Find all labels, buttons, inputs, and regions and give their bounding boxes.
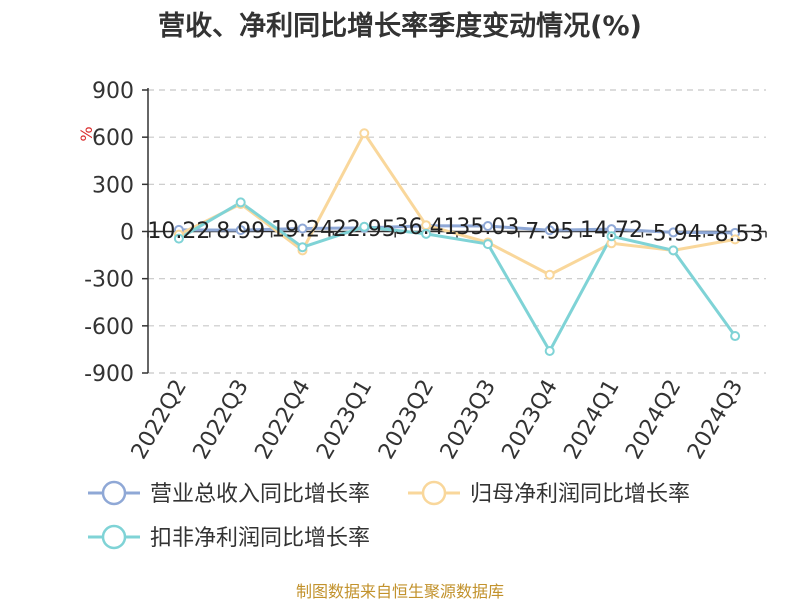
data-label: 19.24 [271,217,334,242]
data-point [173,233,184,244]
data-label: 35.03 [456,215,519,240]
data-label: 10.22 [147,219,210,244]
data-point [668,227,679,238]
y-tick-label: 0 [120,221,134,246]
x-tick-label: 2022Q3 [189,376,254,464]
y-tick-label: -900 [84,362,134,387]
data-label: -8.53 [707,222,764,247]
data-label: 8.99 [216,219,265,244]
data-label: 7.95 [525,219,574,244]
series-lines [178,131,737,353]
data-label: 36.41 [395,215,458,240]
x-tick-label: 2024Q1 [559,376,624,464]
y-tick-label: -300 [84,268,134,293]
data-source-note: 制图数据来自恒生聚源数据库 [295,582,504,601]
data-point [730,234,741,245]
data-label: 14.72 [580,218,643,243]
legend-marker [101,480,127,506]
data-point [359,221,370,232]
data-point [544,345,555,356]
x-tick-label: 2024Q3 [683,376,748,464]
data-point [606,231,617,242]
legend-marker [101,524,127,550]
y-tick-label: 300 [92,173,134,198]
data-point [359,128,370,139]
x-tick-label: 2023Q2 [374,375,439,463]
y-tick-label: -600 [84,315,134,340]
series-line-3 [178,200,737,353]
data-point [668,245,679,256]
series-points [173,128,741,356]
x-tick-label: 2023Q4 [498,376,563,464]
data-point [730,331,741,342]
x-tick-label: 2022Q2 [127,376,192,464]
x-tick-label: 2023Q3 [436,376,501,464]
y-tick-label: 600 [92,126,134,151]
data-point [297,223,308,234]
x-tick-label: 2022Q4 [250,376,315,464]
legend-label: 归母净利润同比增长率 [470,482,690,507]
data-point [421,228,432,239]
legend-item-2: 归母净利润同比增长率 [408,480,690,507]
data-label: -5.94 [645,221,702,246]
grid-lines [148,89,766,374]
chart-title: 营收、净利同比增长率季度变动情况(%) [158,11,642,42]
data-label: 22.95 [333,217,396,242]
y-tick-label: 900 [92,79,134,104]
legend-label: 扣非净利润同比增长率 [150,526,370,551]
data-point [235,197,246,208]
data-point [297,242,308,253]
x-tick-label: 2023Q1 [312,376,377,464]
data-point [482,220,493,231]
series-line-1 [178,224,736,235]
data-point [544,225,555,236]
legend-label: 营业总收入同比增长率 [150,482,370,507]
data-point [482,239,493,250]
data-point [235,225,246,236]
x-tick-label: 2024Q2 [621,376,686,464]
legend-item-3: 扣非净利润同比增长率 [88,524,370,551]
legend-marker [421,480,447,506]
y-axis-unit-label: % [77,126,96,141]
data-point [544,269,555,280]
series-line-2 [178,131,736,277]
legend-item-1: 营业总收入同比增长率 [88,480,370,507]
